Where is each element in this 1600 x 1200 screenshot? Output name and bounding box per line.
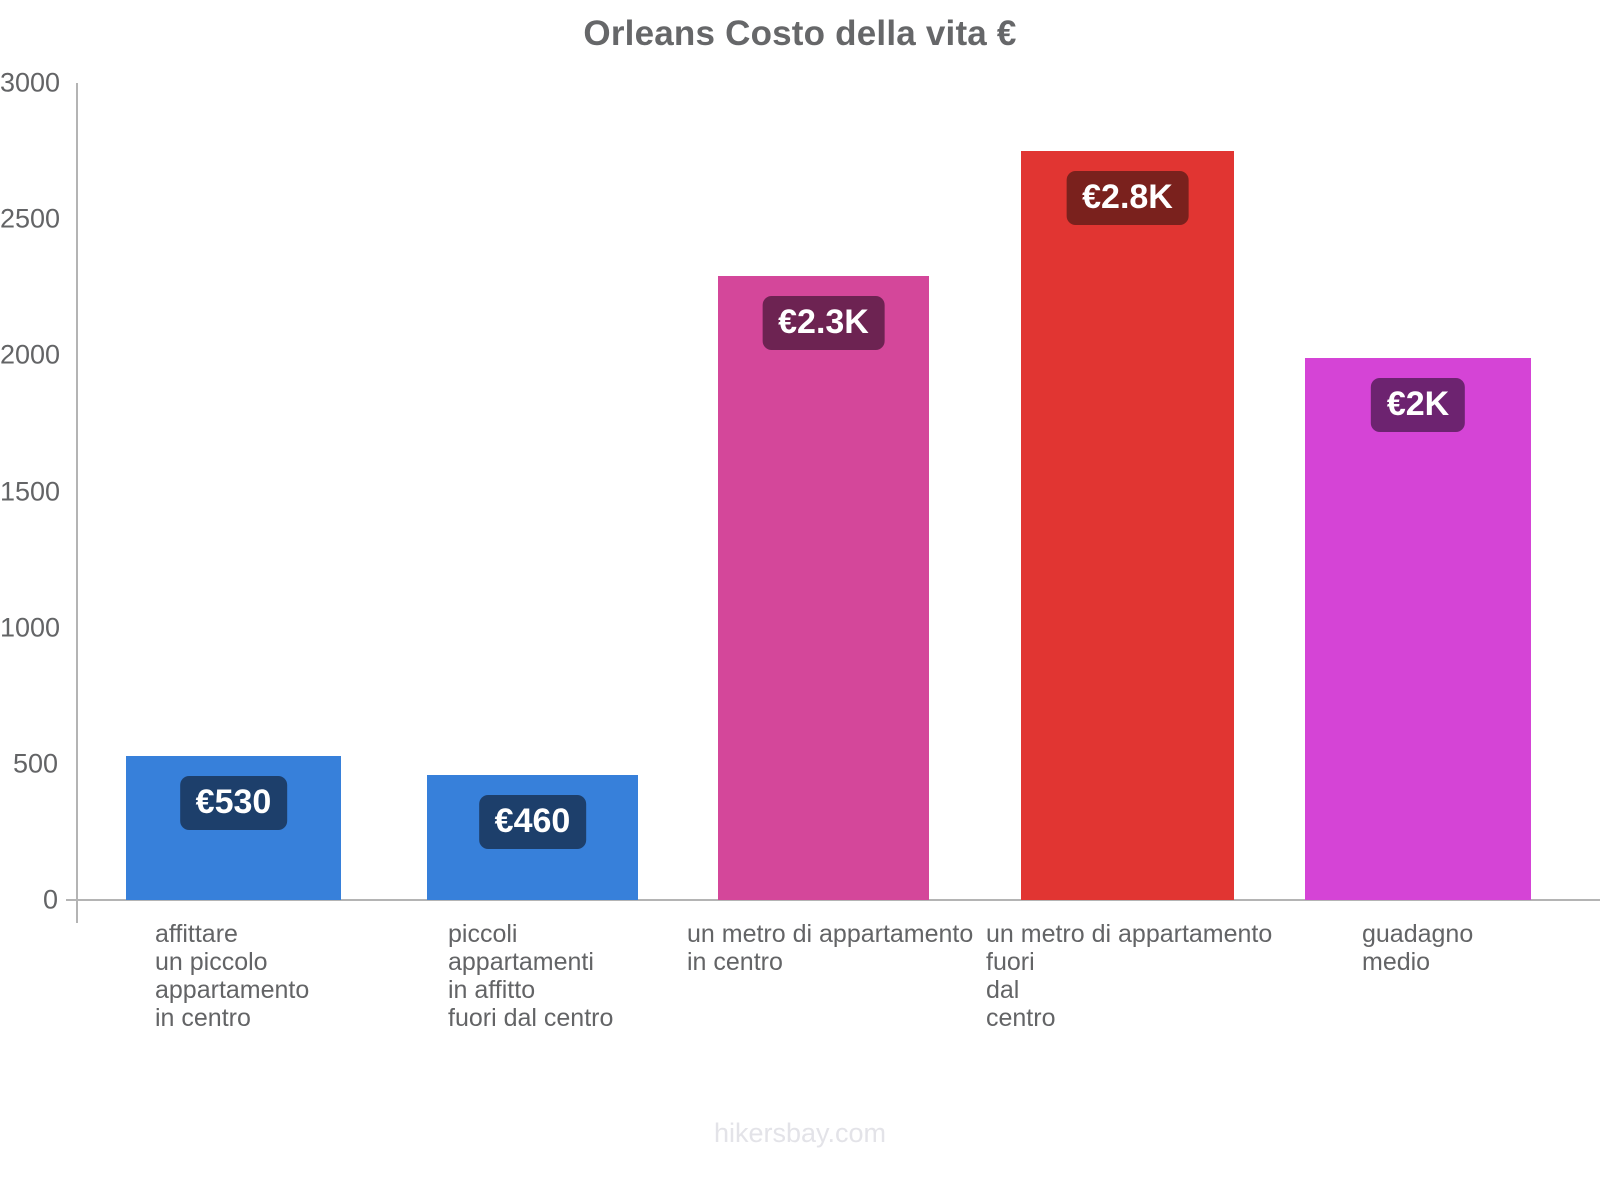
x-axis-category-label: guadagno medio	[1362, 920, 1474, 976]
x-axis-category-label: affittare un piccolo appartamento in cen…	[155, 920, 310, 1032]
bar-value-label: €2.3K	[762, 296, 885, 351]
bar-value-label: €460	[478, 794, 587, 849]
y-tick-label: 1500	[0, 476, 61, 506]
bar-value-label: €2K	[1370, 378, 1466, 433]
y-tick-label: 2500	[0, 203, 61, 234]
y-tick-label: 0	[42, 884, 58, 915]
x-axis-category-label: un metro di appartamento fuori dal centr…	[986, 920, 1273, 1032]
y-tick-label: 1000	[0, 612, 61, 643]
bar-value-label: €2.8K	[1066, 171, 1189, 226]
chart-title: Orleans Costo della vita €	[583, 14, 1017, 53]
x-axis-category-label: un metro di appartamento in centro	[687, 920, 974, 976]
bar-value-label: €530	[179, 775, 288, 830]
bar[interactable]: €530	[126, 755, 341, 900]
x-axis-category-label: piccoli appartamenti in affitto fuori da…	[448, 920, 614, 1032]
bar[interactable]: €2.8K	[1021, 151, 1234, 900]
footer-credit: hikersbay.com	[713, 1118, 887, 1148]
y-tick-label: 2000	[0, 339, 61, 370]
y-axis-line	[76, 83, 78, 923]
y-tick-label: 3000	[0, 67, 61, 98]
y-tick-label: 500	[12, 748, 58, 779]
bar[interactable]: €2K	[1305, 358, 1531, 900]
bar[interactable]: €460	[427, 774, 638, 900]
bar[interactable]: €2.3K	[718, 276, 929, 900]
x-axis-line	[66, 899, 1600, 901]
